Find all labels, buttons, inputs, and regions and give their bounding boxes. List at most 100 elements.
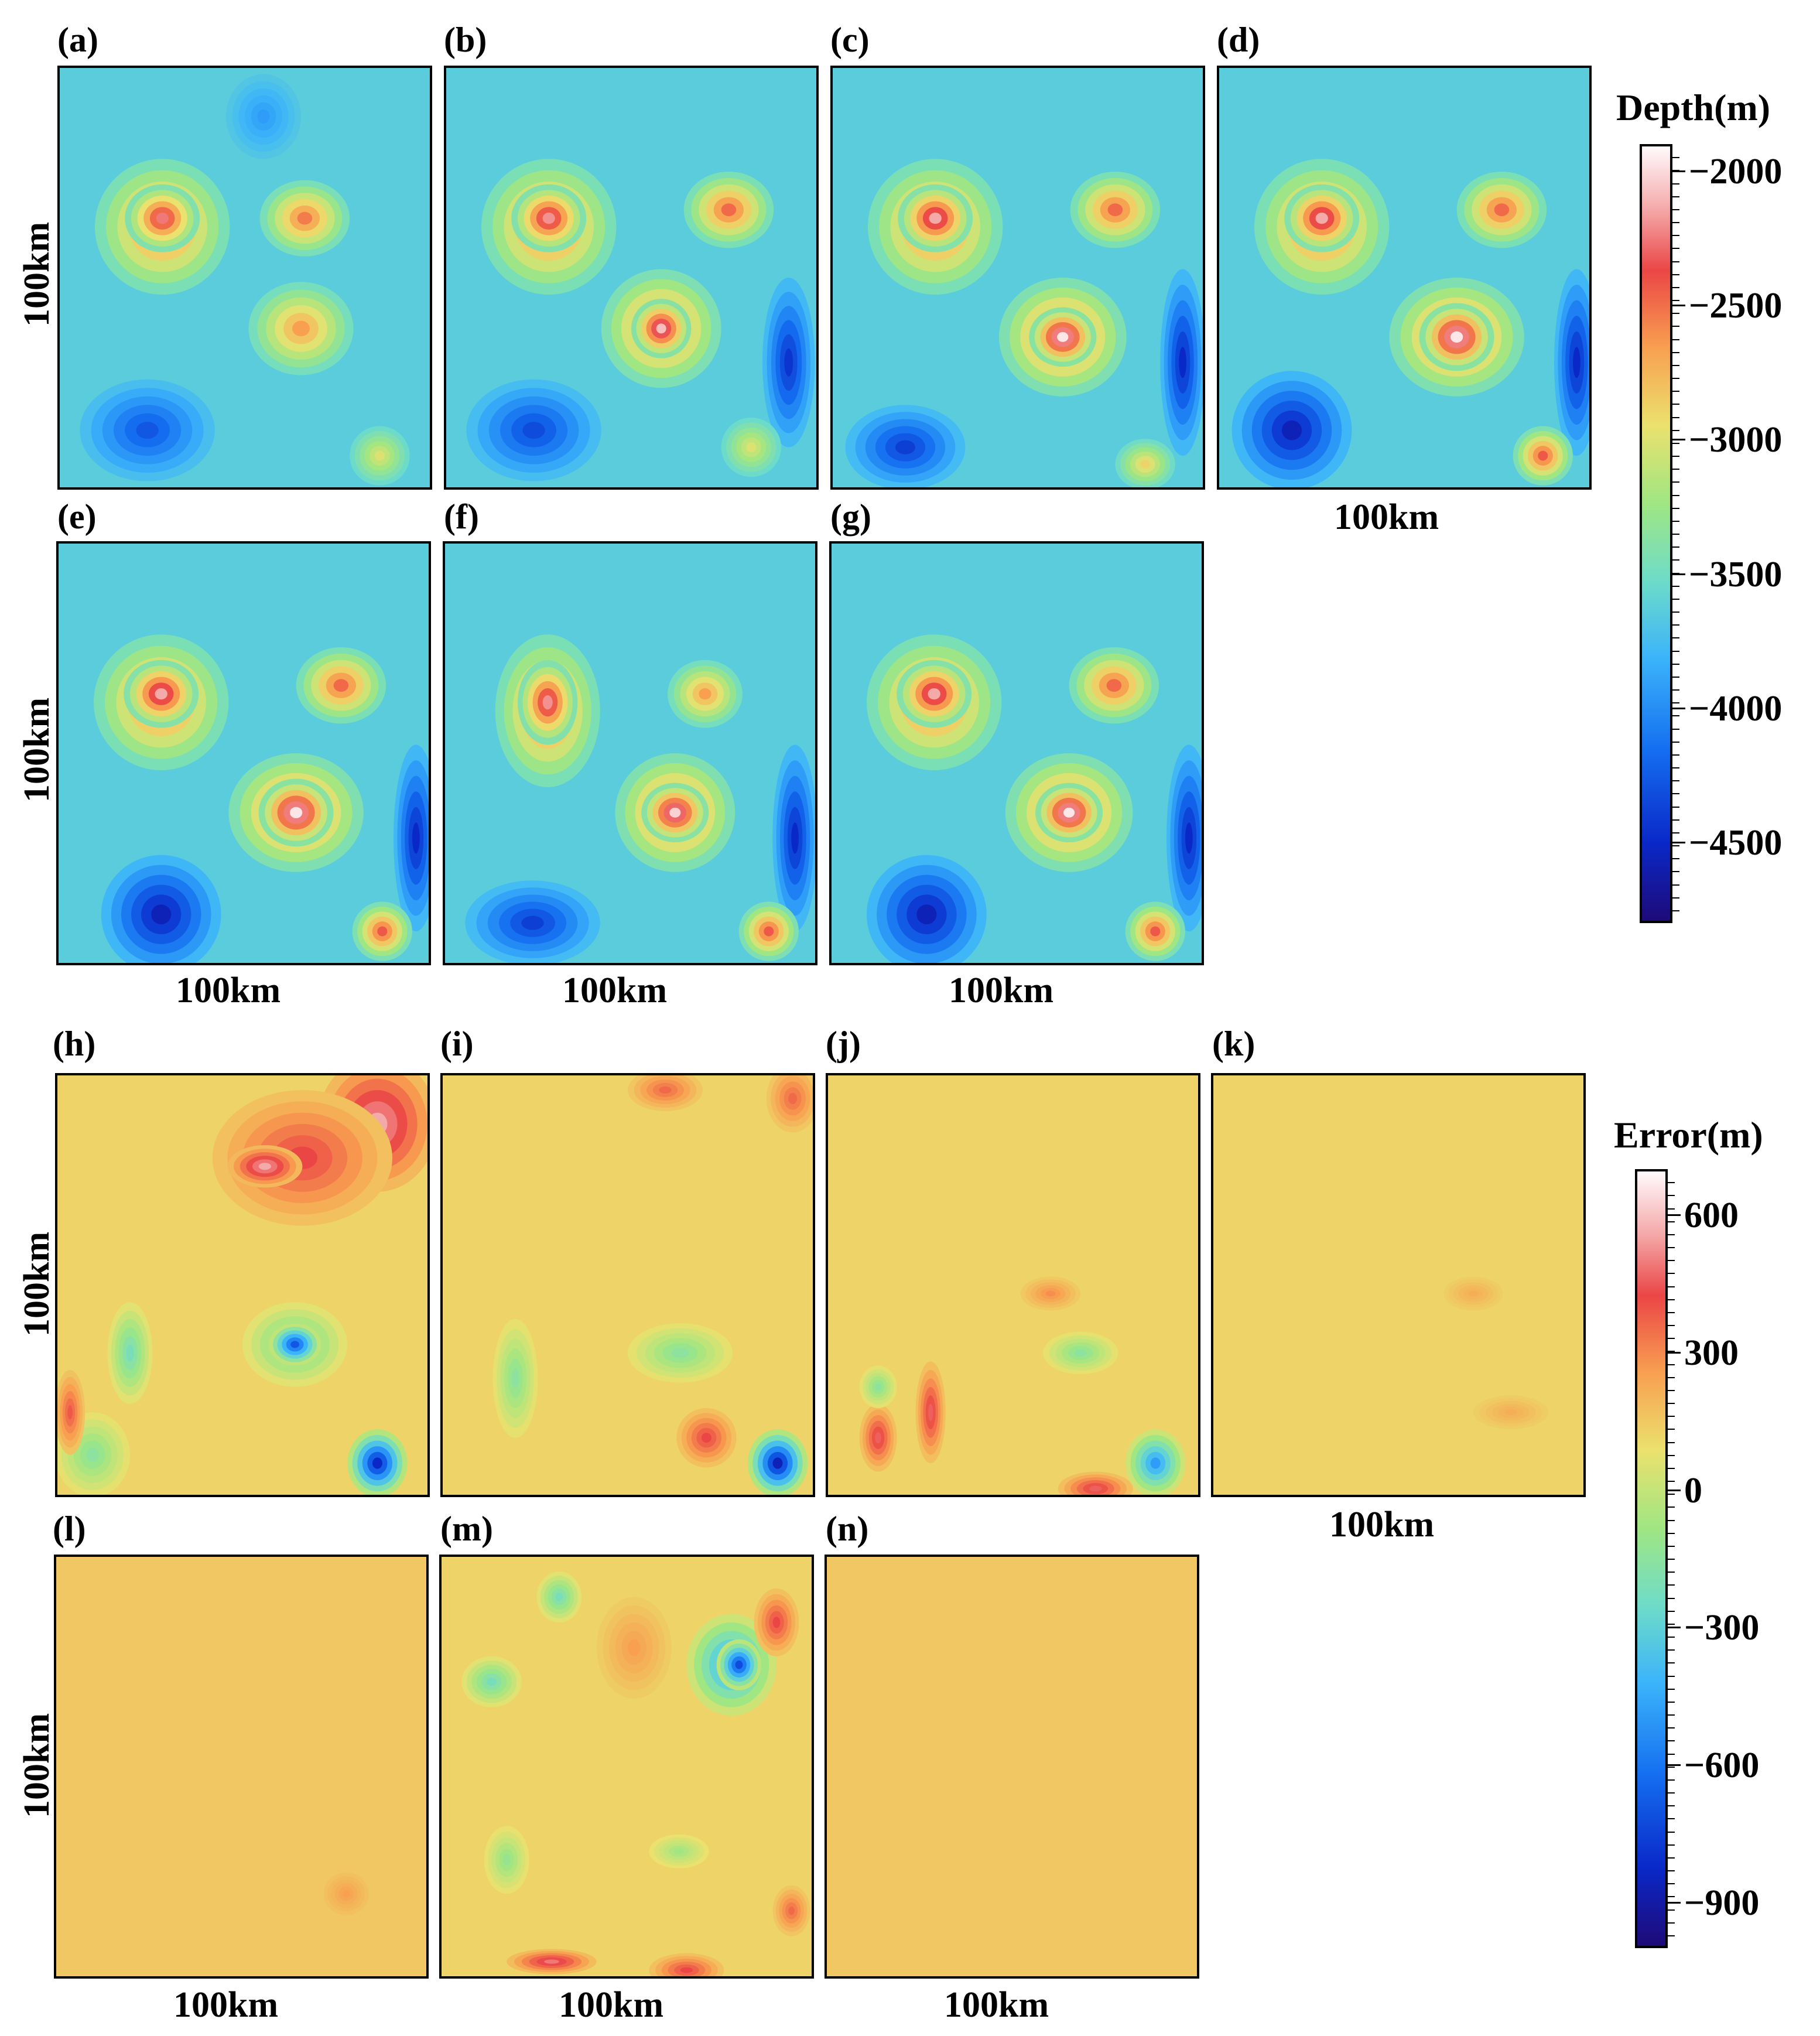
depth-colorbar-tick-label: −4500 <box>1689 823 1783 863</box>
depth-colorbar-minor-tick <box>1670 222 1679 223</box>
error-colorbar-minor-tick <box>1665 1740 1675 1742</box>
panel-label-i: (i) <box>440 1024 474 1063</box>
map-feature <box>791 822 799 854</box>
error-colorbar-minor-tick <box>1665 1727 1675 1729</box>
depth-colorbar-minor-tick <box>1670 494 1679 496</box>
error-colorbar-minor-tick <box>1665 1792 1675 1794</box>
depth-colorbar-tick-mark <box>1670 305 1685 307</box>
error-colorbar-minor-tick <box>1665 1195 1675 1197</box>
error-colorbar-tick-label: −300 <box>1684 1608 1760 1648</box>
map-frame <box>443 541 817 965</box>
error-colorbar-minor-tick <box>1665 1247 1675 1248</box>
map-feature <box>1468 1290 1479 1297</box>
xlabel-l: 100km <box>173 1985 279 2025</box>
map-feature <box>928 688 940 700</box>
error-colorbar-minor-tick <box>1665 1805 1675 1807</box>
depth-colorbar-minor-tick <box>1670 897 1679 899</box>
map-frame <box>54 1555 429 1979</box>
map-feature <box>671 1348 689 1358</box>
depth-colorbar-minor-tick <box>1670 884 1679 886</box>
depth-colorbar-minor-tick <box>1670 286 1679 288</box>
error-colorbar-minor-tick <box>1665 1572 1675 1573</box>
map-feature <box>1315 212 1328 224</box>
error-map-h <box>55 1073 430 1497</box>
depth-colorbar-minor-tick <box>1670 209 1679 210</box>
error-colorbar-minor-tick <box>1665 1637 1675 1638</box>
error-colorbar-minor-tick <box>1665 1234 1675 1235</box>
map-feature <box>257 109 270 124</box>
map-frame <box>440 1073 815 1497</box>
depth-colorbar-minor-tick <box>1670 845 1679 846</box>
map-frame <box>829 541 1204 965</box>
map-feature <box>502 1854 511 1866</box>
ylabel-row2: 100km <box>17 697 57 802</box>
error-colorbar-minor-tick <box>1665 1221 1675 1222</box>
depth-colorbar-minor-tick <box>1670 598 1679 600</box>
map-feature <box>1573 347 1580 378</box>
error-colorbar-minor-tick <box>1665 1818 1675 1820</box>
error-map-j <box>826 1073 1200 1497</box>
error-colorbar-minor-tick <box>1665 1311 1675 1313</box>
map-feature <box>1538 450 1548 461</box>
map-frame <box>830 66 1205 490</box>
depth-colorbar-minor-tick <box>1670 261 1679 262</box>
error-colorbar-minor-tick <box>1665 1532 1675 1534</box>
error-colorbar-minor-tick <box>1665 1883 1675 1885</box>
error-colorbar-minor-tick <box>1665 1935 1675 1936</box>
error-colorbar-minor-tick <box>1665 1559 1675 1560</box>
error-colorbar-minor-tick <box>1665 1831 1675 1833</box>
map-frame <box>57 66 432 490</box>
depth-colorbar-minor-tick <box>1670 183 1679 185</box>
xlabel-d: 100km <box>1334 497 1439 537</box>
map-feature <box>289 807 303 819</box>
depth-colorbar-tick-mark <box>1670 439 1685 441</box>
error-colorbar-minor-tick <box>1665 1779 1675 1781</box>
depth-colorbar-tick-mark <box>1670 170 1685 172</box>
depth-colorbar-minor-tick <box>1670 481 1679 483</box>
panel-label-g: (g) <box>830 497 871 536</box>
map-feature <box>67 1405 73 1420</box>
xlabel-f: 100km <box>562 971 668 1010</box>
error-colorbar-minor-tick <box>1665 1649 1675 1651</box>
map-feature <box>875 1432 881 1444</box>
error-colorbar-minor-tick <box>1665 1857 1675 1859</box>
panel-label-c: (c) <box>830 21 870 59</box>
error-colorbar-title: Error(m) <box>1614 1114 1763 1156</box>
depth-colorbar-tick-label: −3000 <box>1689 420 1783 460</box>
depth-colorbar-tick-label: −3500 <box>1689 554 1783 595</box>
error-map-l <box>54 1555 429 1979</box>
depth-map-b <box>444 66 819 490</box>
error-colorbar-tick-label: 600 <box>1684 1195 1739 1236</box>
error-colorbar-minor-tick <box>1665 1766 1675 1768</box>
map-feature <box>1089 1485 1102 1492</box>
depth-colorbar-minor-tick <box>1670 364 1679 366</box>
map-feature <box>788 1092 798 1105</box>
error-colorbar <box>1635 1169 1668 1948</box>
map-feature <box>126 1344 134 1362</box>
map-frame <box>439 1555 814 1979</box>
depth-colorbar-minor-tick <box>1670 534 1679 535</box>
map-feature <box>680 1967 693 1973</box>
map-feature <box>155 688 167 700</box>
map-feature <box>412 822 420 854</box>
depth-colorbar-minor-tick <box>1670 624 1679 626</box>
depth-colorbar-minor-tick <box>1670 520 1679 522</box>
ylabel-row4: 100km <box>17 1713 57 1818</box>
map-feature <box>735 1661 743 1669</box>
panel-label-b: (b) <box>444 21 487 59</box>
error-colorbar-minor-tick <box>1665 1454 1675 1456</box>
depth-colorbar-minor-tick <box>1670 404 1679 405</box>
depth-colorbar-minor-tick <box>1670 274 1679 275</box>
map-feature <box>1063 807 1075 818</box>
error-colorbar-tick-mark <box>1665 1901 1681 1904</box>
depth-colorbar-minor-tick <box>1670 300 1679 301</box>
map-feature <box>522 422 545 439</box>
error-colorbar-minor-tick <box>1665 1597 1675 1599</box>
error-colorbar-minor-tick <box>1665 1403 1675 1404</box>
panel-label-m: (m) <box>440 1509 493 1548</box>
map-feature <box>1150 1457 1161 1469</box>
error-colorbar-minor-tick <box>1665 1273 1675 1275</box>
map-feature <box>928 1403 933 1421</box>
error-colorbar-tick-mark <box>1665 1351 1681 1354</box>
map-feature <box>1179 347 1186 378</box>
